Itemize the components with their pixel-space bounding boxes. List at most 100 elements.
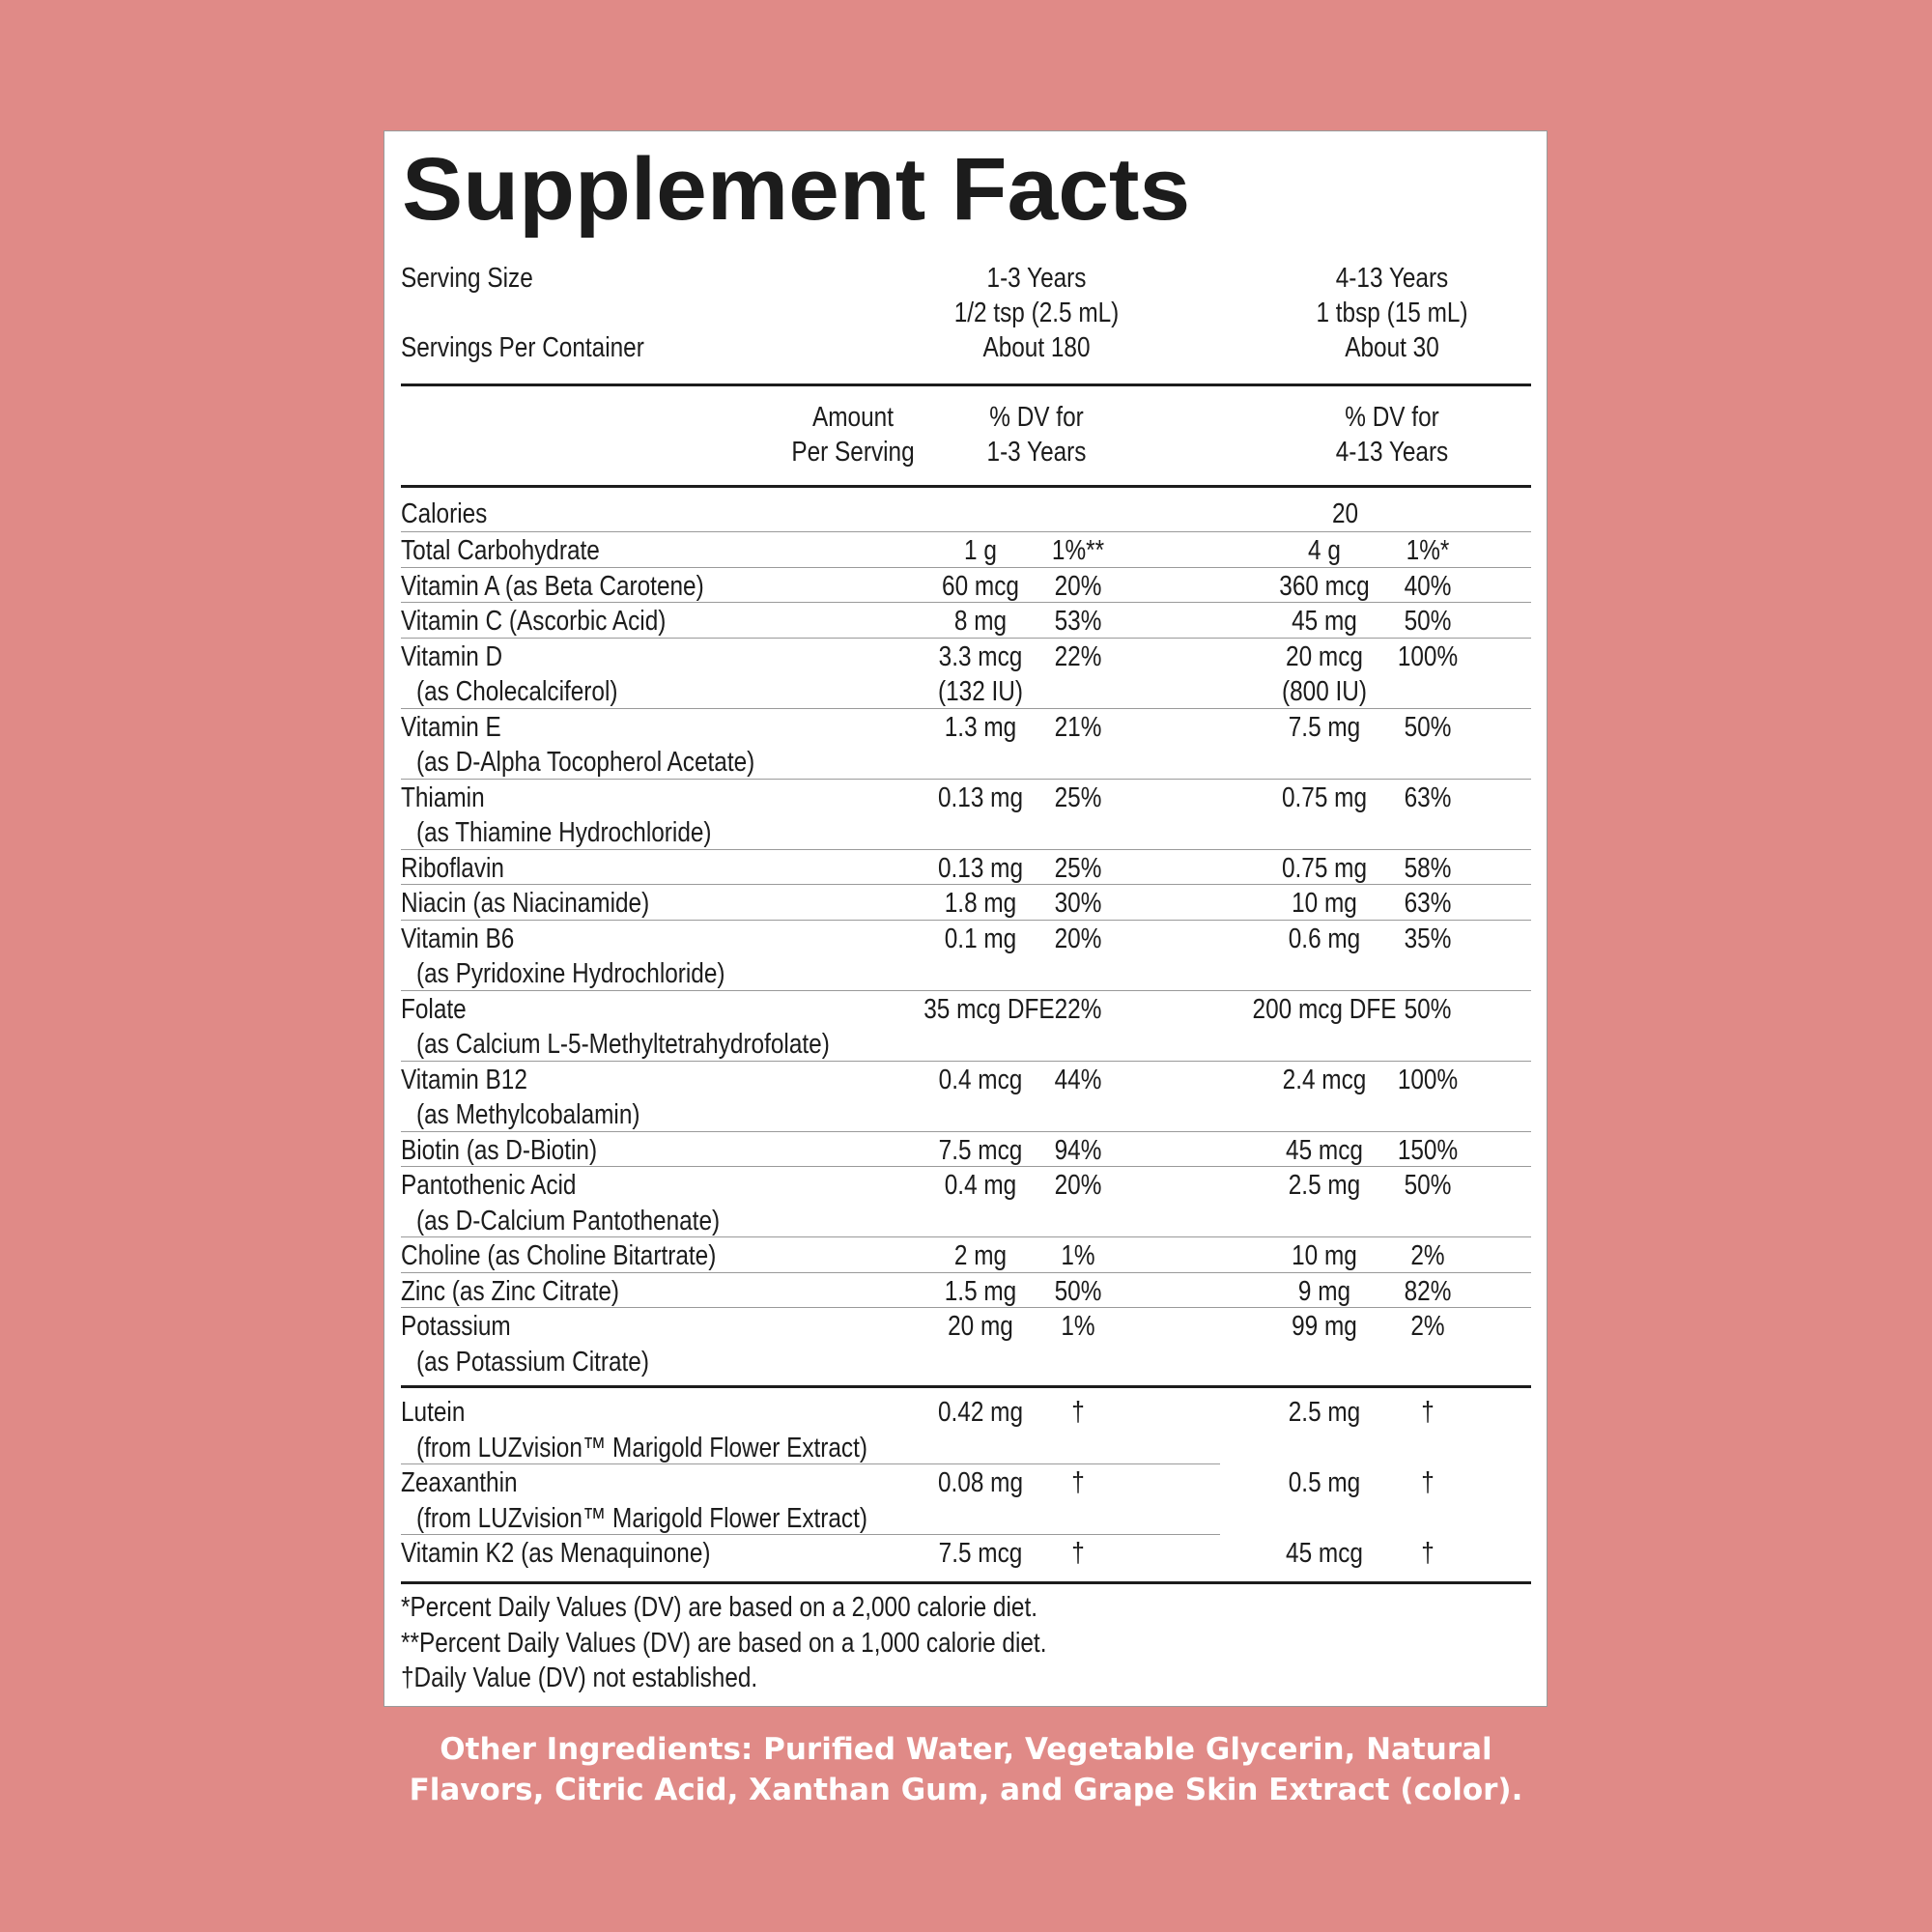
- ingredient-source: (from LUZvision™ Marigold Flower Extract…: [416, 1502, 868, 1534]
- nutrient-name: Niacin (as Niacinamide): [401, 888, 650, 919]
- dv-1: 22%: [1054, 640, 1102, 672]
- calories-label: Calories: [401, 498, 488, 529]
- amount-2: 45 mcg: [1286, 1134, 1363, 1166]
- nutrient-name: Vitamin A (as Beta Carotene): [401, 570, 704, 602]
- dv-1: 22%: [1054, 993, 1102, 1025]
- amount-2: 0.75 mg: [1281, 781, 1368, 813]
- other-ingredients-line2: Flavors, Citric Acid, Xanthan Gum, and G…: [409, 1773, 1523, 1807]
- table-row: Riboflavin 0.13 mg 25% 0.75 mg 58%: [384, 851, 1548, 887]
- amount-2: 0.6 mg: [1288, 923, 1361, 954]
- amount-2: 20 mcg: [1286, 640, 1363, 672]
- row-rule: [401, 848, 1531, 850]
- dv-2: 150%: [1397, 1134, 1459, 1166]
- ingredient-source: (from LUZvision™ Marigold Flower Extract…: [416, 1432, 868, 1463]
- amount-1: 1.8 mg: [944, 888, 1017, 919]
- nutrient-name: Vitamin C (Ascorbic Acid): [401, 606, 667, 637]
- dv1-header-line1: % DV for: [989, 402, 1084, 433]
- ingredient-name: Lutein: [401, 1397, 466, 1428]
- nutrient-name: Choline (as Choline Bitartrate): [401, 1240, 717, 1271]
- row-rule: [401, 637, 1531, 639]
- nutrient-source: (as Potassium Citrate): [416, 1346, 649, 1378]
- amount-1: 2 mg: [953, 1240, 1008, 1271]
- amount-1: 0.08 mg: [937, 1467, 1024, 1498]
- nutrient-name: Riboflavin: [401, 852, 504, 884]
- table-row: Vitamin A (as Beta Carotene) 60 mcg 20% 360…: [384, 569, 1548, 605]
- nutrient-source: (as Cholecalciferol): [416, 676, 618, 707]
- table-row: Niacin (as Niacinamide) 1.8 mg 30% 10 mg 63%: [384, 886, 1548, 922]
- nutrient-source: (as D-Alpha Tocopherol Acetate): [416, 747, 755, 778]
- ingredient-name: Vitamin K2 (as Menaquinone): [401, 1538, 711, 1569]
- row-rule: [401, 778, 1531, 780]
- dv-1: 94%: [1054, 1134, 1102, 1166]
- amount-2: 10 mg: [1292, 1240, 1357, 1271]
- table-row: Thiamin (as Thiamine Hydrochloride) 0.13 m…: [384, 781, 1548, 851]
- dv-2: 40%: [1404, 570, 1452, 602]
- servings-count-1: About 180: [982, 332, 1091, 363]
- amount-1: 20 mg: [948, 1311, 1013, 1342]
- amount-1: 8 mg: [953, 606, 1008, 637]
- amount-2: 0.75 mg: [1281, 852, 1368, 884]
- amount-1: 0.4 mcg: [938, 1064, 1023, 1095]
- table-row: Vitamin B6 (as Pyridoxine Hydrochloride) 0…: [384, 922, 1548, 992]
- dv-2: 100%: [1397, 1064, 1459, 1095]
- table-row: Vitamin C (Ascorbic Acid) 8 mg 53% 45 mg 50%: [384, 604, 1548, 639]
- nutrient-name: Folate: [401, 993, 467, 1025]
- row-rule: [401, 1534, 1220, 1535]
- dv-2: †: [1421, 1467, 1435, 1498]
- amount-header-line2: Per Serving: [791, 437, 915, 468]
- age-group-2: 4-13 Years: [1335, 263, 1449, 294]
- amount-2: 99 mg: [1292, 1311, 1357, 1342]
- dv-2: 2%: [1410, 1240, 1445, 1271]
- dv-1: 25%: [1054, 852, 1102, 884]
- nutrient-name: Vitamin D: [401, 640, 503, 672]
- table-row: Vitamin E (as D-Alpha Tocopherol Acetate)…: [384, 710, 1548, 781]
- nutrient-name: Thiamin: [401, 781, 485, 813]
- dv-2: 63%: [1404, 781, 1452, 813]
- amount-1: 1.3 mg: [944, 711, 1017, 743]
- nutrient-source: (as Pyridoxine Hydrochloride): [416, 958, 725, 989]
- dv-2: 100%: [1397, 640, 1459, 672]
- dv-2: 50%: [1404, 606, 1452, 637]
- other-ingredients: Other Ingredients: Purified Water, Veget…: [0, 1729, 1932, 1810]
- dv2-header: % DV for 4-13 Years: [1281, 400, 1503, 469]
- amount-1: 1.5 mg: [944, 1275, 1017, 1307]
- dv-1: 20%: [1054, 1170, 1102, 1201]
- dv-2: †: [1421, 1397, 1435, 1428]
- amount-header-line1: Amount: [812, 402, 894, 433]
- row-rule: [401, 707, 1531, 709]
- dv-1: 1%**: [1051, 535, 1105, 566]
- serving-size-2: 1 tbsp (15 mL): [1316, 298, 1468, 328]
- dv-2: 58%: [1404, 852, 1452, 884]
- amount-2: 2.4 mcg: [1282, 1064, 1367, 1095]
- amount-1: 1 g: [964, 535, 997, 566]
- row-rule: [401, 1166, 1531, 1167]
- row-rule: [401, 1307, 1531, 1308]
- dv-1: †: [1071, 1538, 1085, 1569]
- amount-2: 200 mcg DFE: [1252, 993, 1397, 1025]
- amount-2: 360 mcg: [1279, 570, 1370, 602]
- table-row: Vitamin D (as Cholecalciferol) 3.3 mcg (132…: [384, 639, 1548, 710]
- dv-1: 44%: [1054, 1064, 1102, 1095]
- nutrient-name: Vitamin B12: [401, 1064, 527, 1095]
- dv-1: 50%: [1054, 1275, 1102, 1307]
- table-row: Pantothenic Acid (as D-Calcium Pantothena…: [384, 1168, 1548, 1238]
- dv1-header-line2: 1-3 Years: [986, 437, 1087, 468]
- ingredient-name: Zeaxanthin: [401, 1467, 518, 1498]
- dv1-header: % DV for 1-3 Years: [925, 400, 1148, 469]
- dv-1: 20%: [1054, 923, 1102, 954]
- nutrient-name: Zinc (as Zinc Citrate): [401, 1275, 620, 1307]
- dv-1: 21%: [1054, 711, 1102, 743]
- other-ingredients-line1: Other Ingredients: Purified Water, Veget…: [440, 1732, 1492, 1767]
- nutrient-name: Vitamin B6: [401, 923, 515, 954]
- row-rule: [401, 1271, 1531, 1273]
- amount-2: 45 mcg: [1286, 1538, 1363, 1569]
- serving-col-1: 1-3 Years 1/2 tsp (2.5 mL) About 180: [925, 261, 1148, 365]
- amount-2: 45 mg: [1292, 606, 1357, 637]
- section-divider: [401, 1385, 1531, 1388]
- row-rule: [401, 602, 1531, 603]
- row-rule: [401, 1236, 1531, 1237]
- dv-1: 1%: [1061, 1240, 1095, 1271]
- dv-1: 1%: [1061, 1311, 1095, 1342]
- dv-2: 50%: [1404, 1170, 1452, 1201]
- amount-1: 3.3 mcg: [938, 640, 1023, 672]
